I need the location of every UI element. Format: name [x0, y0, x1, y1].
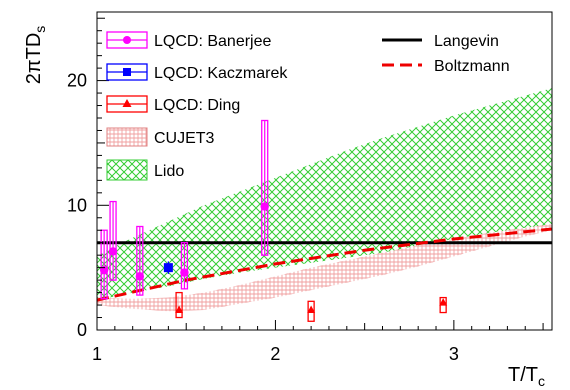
legend-item-lido: Lido — [106, 159, 184, 181]
y-axis-label-main: 2πTD — [23, 33, 45, 85]
legend-label-ding: LQCD: Ding — [154, 97, 240, 114]
x-axis-label: T/Tc — [508, 364, 545, 389]
legend-swatch-cujet3 — [106, 127, 148, 147]
legend-item-kaczmarek: LQCD: Kaczmarek — [106, 63, 288, 82]
legend-label-boltzmann: Boltzmann — [434, 58, 510, 75]
legend-label-langevin: Langevin — [434, 33, 499, 50]
plot-area — [96, 88, 553, 322]
legend-label-cujet3: CUJET3 — [154, 130, 215, 147]
legend-marker-kaczmarek — [123, 68, 131, 76]
y-tick-label: 0 — [77, 320, 87, 340]
y-axis-label: 2πTDs — [23, 26, 48, 85]
ding-point — [439, 298, 448, 306]
plot-frame — [96, 11, 553, 331]
y-tick-label: 20 — [67, 71, 87, 91]
x-axis-label-sub: c — [538, 373, 545, 389]
banerjee-point — [180, 268, 189, 277]
legend-item-langevin: Langevin — [382, 33, 499, 50]
legend-item-cujet3: CUJET3 — [106, 127, 215, 147]
ding-error-box — [175, 291, 183, 319]
banerjee-point — [135, 272, 145, 281]
legend-marker-ding — [122, 99, 132, 107]
legend-item-banerjee: LQCD: Banerjee — [106, 31, 271, 50]
legend-marker-banerjee — [123, 36, 131, 44]
legend-item-boltzmann: Boltzmann — [382, 58, 510, 75]
banerjee-point — [260, 202, 269, 211]
x-axis-label-main: T/T — [508, 364, 538, 386]
banerjee-point — [108, 247, 118, 256]
legend-label-lido: Lido — [154, 163, 184, 180]
cujet3-band — [97, 224, 552, 312]
legend-swatch-lido — [106, 159, 148, 181]
legend-label-banerjee: LQCD: Banerjee — [154, 33, 271, 50]
x-tick-label: 3 — [449, 344, 459, 364]
legend-right: Langevin Boltzmann — [382, 33, 510, 75]
axes: 1 2 3 0 10 20 — [67, 17, 544, 364]
y-axis-label-sub: s — [32, 26, 48, 33]
kaczmarek-point — [163, 263, 173, 273]
lido-band — [97, 88, 552, 301]
x-tick-label: 2 — [270, 344, 280, 364]
legend-item-ding: LQCD: Ding — [106, 95, 240, 114]
boltzmann-line — [96, 227, 553, 302]
ding-point — [307, 305, 316, 314]
y-tick-label: 10 — [67, 195, 87, 215]
x-tick-label: 1 — [92, 344, 102, 364]
legend-left: LQCD: Banerjee LQCD: Kaczmarek LQCD: Din… — [106, 31, 288, 181]
legend-label-kaczmarek: LQCD: Kaczmarek — [154, 65, 288, 82]
ding-point — [175, 305, 184, 314]
